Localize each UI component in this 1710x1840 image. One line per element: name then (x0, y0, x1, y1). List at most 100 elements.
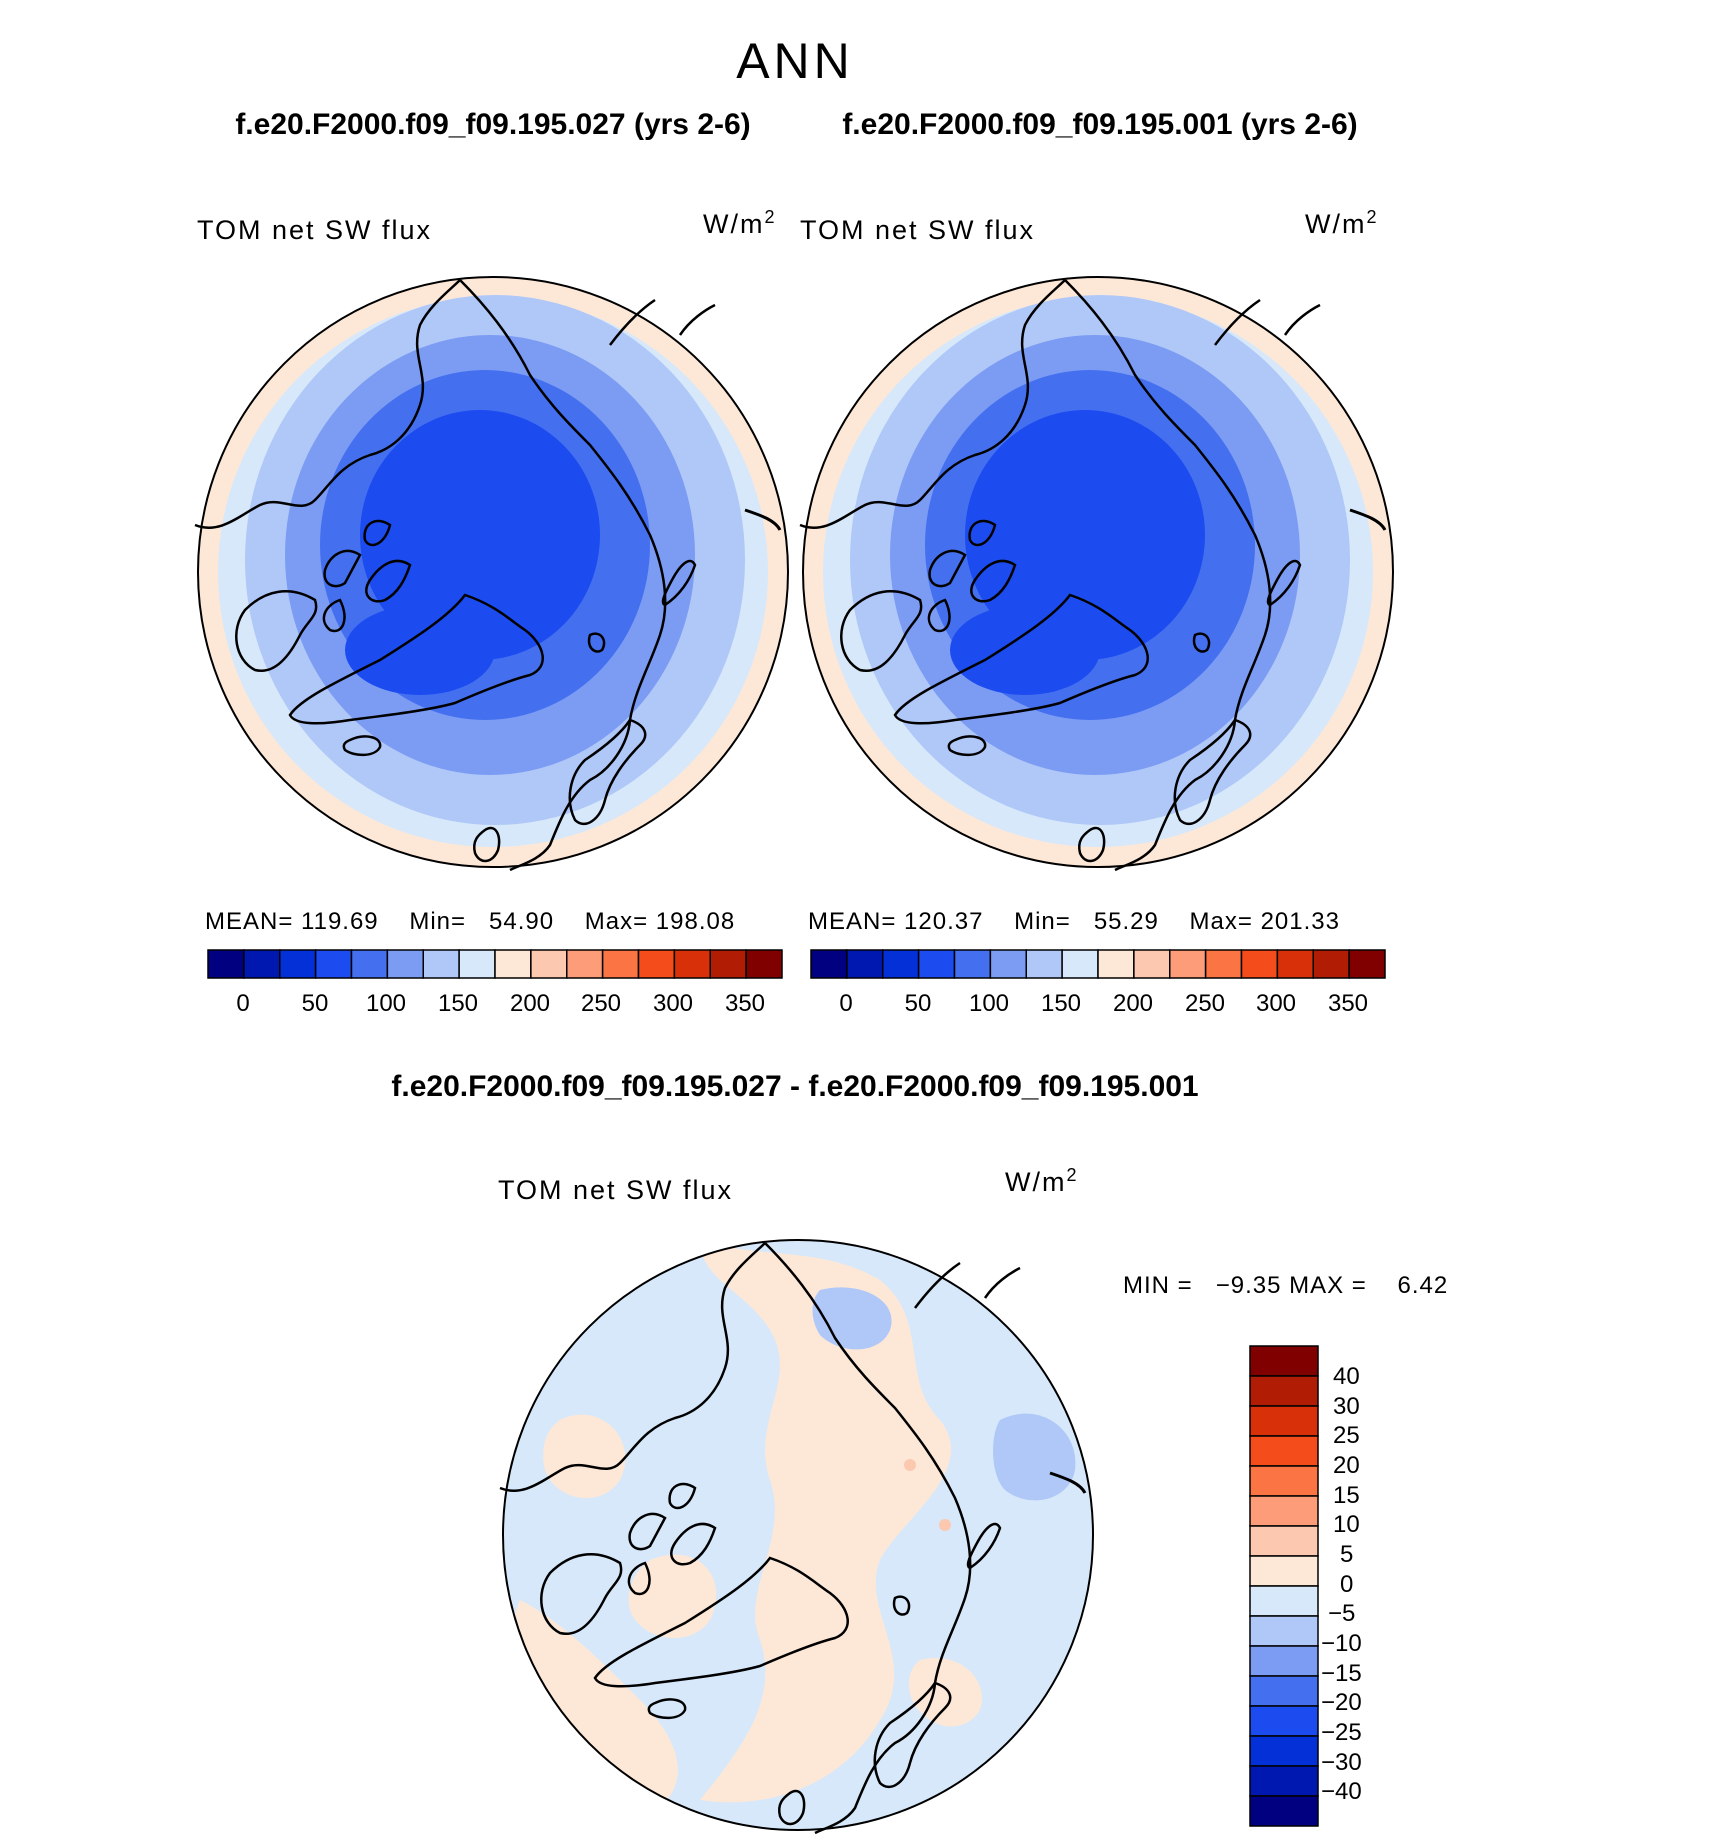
difference-min-max: MIN = −9.35 MAX = 6.42 (1123, 1272, 1449, 1299)
colorbar-swatch (1249, 1525, 1319, 1557)
panel-2-units-label: W/m2 (1305, 207, 1379, 239)
colorbar-swatch (1249, 1345, 1319, 1377)
colorbar-2-tick: 250 (1184, 990, 1226, 1017)
colorbar-swatch (1249, 1615, 1319, 1647)
difference-units-label: W/m2 (1005, 1165, 1079, 1197)
colorbar-diff-tick: −25 (1321, 1719, 1362, 1746)
colorbar-diff-tick: 0 (1340, 1571, 1354, 1598)
figure-title: ANN (736, 33, 854, 89)
colorbar-1-tick: 200 (509, 990, 551, 1017)
panel-2-min-value: 55.29 (1093, 908, 1159, 935)
colorbar-swatch (953, 949, 992, 979)
colorbar-diff-tick: −15 (1321, 1660, 1362, 1687)
colorbar-swatch (1061, 949, 1099, 979)
colorbar-diff-tick: −20 (1321, 1689, 1362, 1716)
colorbar-2 (810, 949, 1386, 979)
colorbar-1-tick: 250 (580, 990, 622, 1017)
colorbar-1-tick: 150 (437, 990, 479, 1017)
colorbar-diff-tick: 5 (1340, 1541, 1354, 1568)
panel-1-stats: MEAN= 119.69 Min= 54.90 Max= 198.08 (205, 908, 736, 935)
colorbar-diff-tick: −5 (1328, 1600, 1356, 1627)
colorbar-swatch (1249, 1435, 1319, 1467)
colorbar-swatch (1249, 1465, 1319, 1497)
difference-variable-label: TOM net SW flux (498, 1175, 734, 1205)
difference-title: f.e20.F2000.f09_f09.195.027 - f.e20.F200… (391, 1070, 1199, 1103)
panel-2-stats: MEAN= 120.37 Min= 55.29 Max= 201.33 (808, 908, 1340, 935)
colorbar-swatch (989, 949, 1027, 979)
colorbar-diff-tick: 10 (1333, 1511, 1360, 1538)
colorbar-swatch (1169, 949, 1207, 979)
panel-1-map (193, 276, 789, 872)
colorbar-diff-tick: −40 (1321, 1778, 1362, 1805)
colorbar-swatch (1249, 1585, 1319, 1617)
colorbar-swatch (458, 949, 496, 979)
colorbar-2-tick: 150 (1040, 990, 1082, 1017)
colorbar-swatch (673, 949, 711, 979)
colorbar-swatch (422, 949, 460, 979)
colorbar-1-tick: 350 (724, 990, 766, 1017)
colorbar-swatch (846, 949, 884, 979)
colorbar-2-tick: 200 (1112, 990, 1154, 1017)
colorbar-swatch (314, 949, 353, 979)
colorbar-2-tick: 350 (1327, 990, 1369, 1017)
colorbar-swatch (1249, 1705, 1319, 1737)
colorbar-1-tick: 0 (236, 990, 250, 1017)
colorbar-swatch (350, 949, 389, 979)
colorbar-swatch (637, 949, 676, 979)
colorbar-swatch (207, 949, 245, 979)
panel-1-max-value: 198.08 (655, 908, 736, 935)
colorbar-swatch (279, 949, 317, 979)
colorbar-1-tick: 300 (652, 990, 694, 1017)
difference-map (498, 1239, 1094, 1835)
colorbar-diff-tick: −10 (1321, 1630, 1362, 1657)
colorbar-1 (207, 949, 783, 979)
colorbar-1-tick: 100 (365, 990, 407, 1017)
colorbar-diff-tick: 40 (1333, 1363, 1360, 1390)
colorbar-swatch (1249, 1795, 1319, 1827)
colorbar-diff (1249, 1345, 1319, 1827)
colorbar-diff-tick: 20 (1333, 1452, 1360, 1479)
colorbar-swatch (1348, 949, 1386, 979)
panel-1-mean-value: 119.69 (301, 908, 379, 935)
colorbar-swatch (530, 949, 568, 979)
colorbar-swatch (601, 949, 640, 979)
panel-1-case-title: f.e20.F2000.f09_f09.195.027 (yrs 2-6) (235, 108, 751, 141)
colorbar-diff-tick: −30 (1321, 1749, 1362, 1776)
colorbar-swatch (243, 949, 281, 979)
colorbar-swatch (745, 949, 783, 979)
colorbar-1-tick: 50 (301, 990, 329, 1017)
colorbar-swatch (1025, 949, 1063, 979)
panel-2-mean-value: 120.37 (904, 908, 984, 935)
colorbar-swatch (1249, 1405, 1319, 1437)
panel-2-max-value: 201.33 (1260, 908, 1340, 935)
difference-max-value: 6.42 (1397, 1272, 1449, 1299)
difference-min-value: −9.35 (1215, 1272, 1282, 1299)
colorbar-swatch (1312, 949, 1350, 979)
colorbar-swatch (1097, 949, 1135, 979)
colorbar-diff-tick: 15 (1333, 1482, 1360, 1509)
colorbar-swatch (566, 949, 604, 979)
colorbar-diff-tick: 25 (1333, 1422, 1360, 1449)
colorbar-swatch (917, 949, 956, 979)
panel-1-variable-label: TOM net SW flux (197, 215, 433, 245)
colorbar-diff-tick: 30 (1333, 1393, 1360, 1420)
panel-2-case-title: f.e20.F2000.f09_f09.195.001 (yrs 2-6) (842, 108, 1358, 141)
colorbar-2-tick: 100 (968, 990, 1010, 1017)
colorbar-swatch (810, 949, 848, 979)
colorbar-swatch (1249, 1765, 1319, 1797)
colorbar-swatch (386, 949, 424, 979)
colorbar-swatch (1204, 949, 1243, 979)
colorbar-2-tick: 50 (904, 990, 932, 1017)
colorbar-swatch (1249, 1375, 1319, 1407)
colorbar-swatch (882, 949, 920, 979)
panel-1-units-label: W/m2 (703, 207, 777, 239)
colorbar-2-tick: 300 (1255, 990, 1297, 1017)
colorbar-swatch (1249, 1495, 1319, 1527)
colorbar-swatch (494, 949, 532, 979)
colorbar-swatch (1240, 949, 1279, 979)
colorbar-swatch (1133, 949, 1171, 979)
colorbar-swatch (1249, 1735, 1319, 1767)
panel-2-variable-label: TOM net SW flux (800, 215, 1036, 245)
colorbar-swatch (1249, 1555, 1319, 1587)
